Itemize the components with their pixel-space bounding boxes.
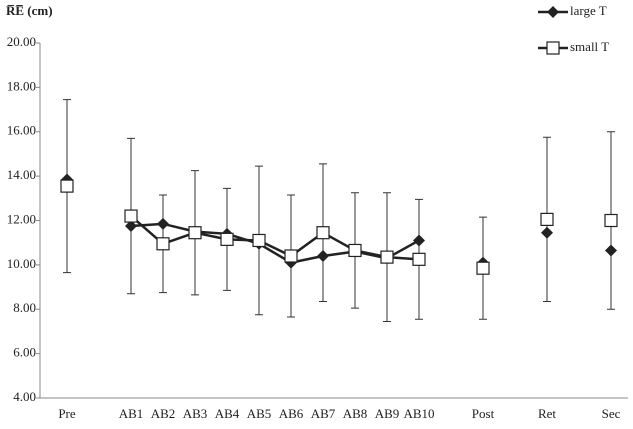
x-tick-label: AB10 bbox=[403, 406, 434, 421]
y-tick-label: 18.00 bbox=[7, 78, 36, 93]
marker bbox=[60, 179, 74, 193]
y-tick-label: 20.00 bbox=[7, 34, 36, 49]
marker bbox=[380, 250, 394, 264]
marker bbox=[412, 252, 426, 266]
series-line bbox=[131, 224, 611, 263]
marker bbox=[413, 234, 425, 247]
marker bbox=[220, 232, 234, 246]
x-tick-label: AB2 bbox=[151, 406, 176, 421]
marker bbox=[284, 249, 298, 263]
marker bbox=[604, 213, 618, 228]
marker bbox=[124, 209, 138, 223]
x-tick-label: AB3 bbox=[183, 406, 208, 421]
marker bbox=[317, 250, 329, 262]
y-axis-label: R̅E̅ (cm) bbox=[6, 3, 53, 18]
y-tick-label: 12.00 bbox=[7, 211, 36, 226]
legend-marker bbox=[547, 6, 559, 18]
x-tick-label: Post bbox=[472, 406, 495, 421]
series-line bbox=[131, 216, 611, 259]
x-tick-label: AB1 bbox=[119, 406, 144, 421]
marker bbox=[156, 237, 170, 251]
x-tick-label: AB9 bbox=[375, 406, 400, 421]
x-tick-label: Sec bbox=[602, 406, 621, 421]
marker bbox=[188, 226, 202, 240]
marker bbox=[348, 243, 362, 258]
marker bbox=[540, 212, 554, 226]
y-tick-label: 14.00 bbox=[7, 167, 36, 182]
marker bbox=[157, 217, 169, 230]
y-tick-label: 4.00 bbox=[13, 389, 36, 404]
y-tick-label: 6.00 bbox=[13, 345, 36, 360]
marker bbox=[476, 261, 490, 275]
y-tick-label: 10.00 bbox=[7, 256, 36, 271]
marker bbox=[252, 233, 266, 248]
legend-label: large T bbox=[570, 3, 607, 18]
marker bbox=[605, 244, 617, 257]
x-tick-label: AB7 bbox=[311, 406, 336, 421]
x-tick-label: AB6 bbox=[279, 406, 304, 421]
x-tick-label: Ret bbox=[538, 406, 556, 421]
y-tick-label: 8.00 bbox=[13, 300, 36, 315]
legend-label: small T bbox=[570, 39, 609, 54]
marker bbox=[541, 226, 553, 239]
x-tick-label: AB8 bbox=[343, 406, 368, 421]
x-tick-label: AB4 bbox=[215, 406, 240, 421]
x-tick-label: AB5 bbox=[247, 406, 272, 421]
x-tick-label: Pre bbox=[58, 406, 76, 421]
marker bbox=[125, 220, 137, 233]
marker bbox=[316, 226, 330, 240]
legend-marker bbox=[546, 41, 560, 55]
y-tick-label: 16.00 bbox=[7, 123, 36, 138]
